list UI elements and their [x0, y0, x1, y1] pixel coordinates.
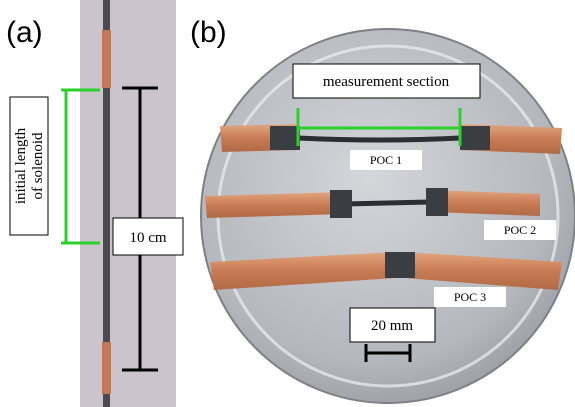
- sample: [298, 138, 460, 140]
- copper-strip: [205, 192, 345, 218]
- scale-label: 10 cm: [129, 230, 166, 246]
- solenoid-label: initial length: [13, 127, 29, 204]
- panel-label: (b): [190, 16, 227, 49]
- sample-label: POC 1: [370, 153, 402, 167]
- sample-label: POC 2: [504, 223, 536, 237]
- panel-label: (a): [6, 16, 43, 49]
- electrode: [460, 126, 490, 150]
- electrode: [270, 126, 300, 150]
- electrode: [385, 252, 415, 278]
- scale-label: 20 mm: [371, 318, 413, 334]
- sample-label: POC 3: [454, 290, 486, 304]
- solenoid-label: of solenoid: [30, 132, 46, 200]
- copper-end: [102, 30, 111, 88]
- electrode: [330, 190, 352, 218]
- photo-a: [80, 0, 176, 407]
- copper-end: [102, 342, 111, 394]
- figure: (a) initial length of solenoid 10 cm (b): [0, 0, 575, 407]
- photo-background: [80, 0, 176, 407]
- sample: [345, 202, 430, 204]
- electrode: [426, 188, 448, 216]
- section-label: measurement section: [323, 74, 450, 90]
